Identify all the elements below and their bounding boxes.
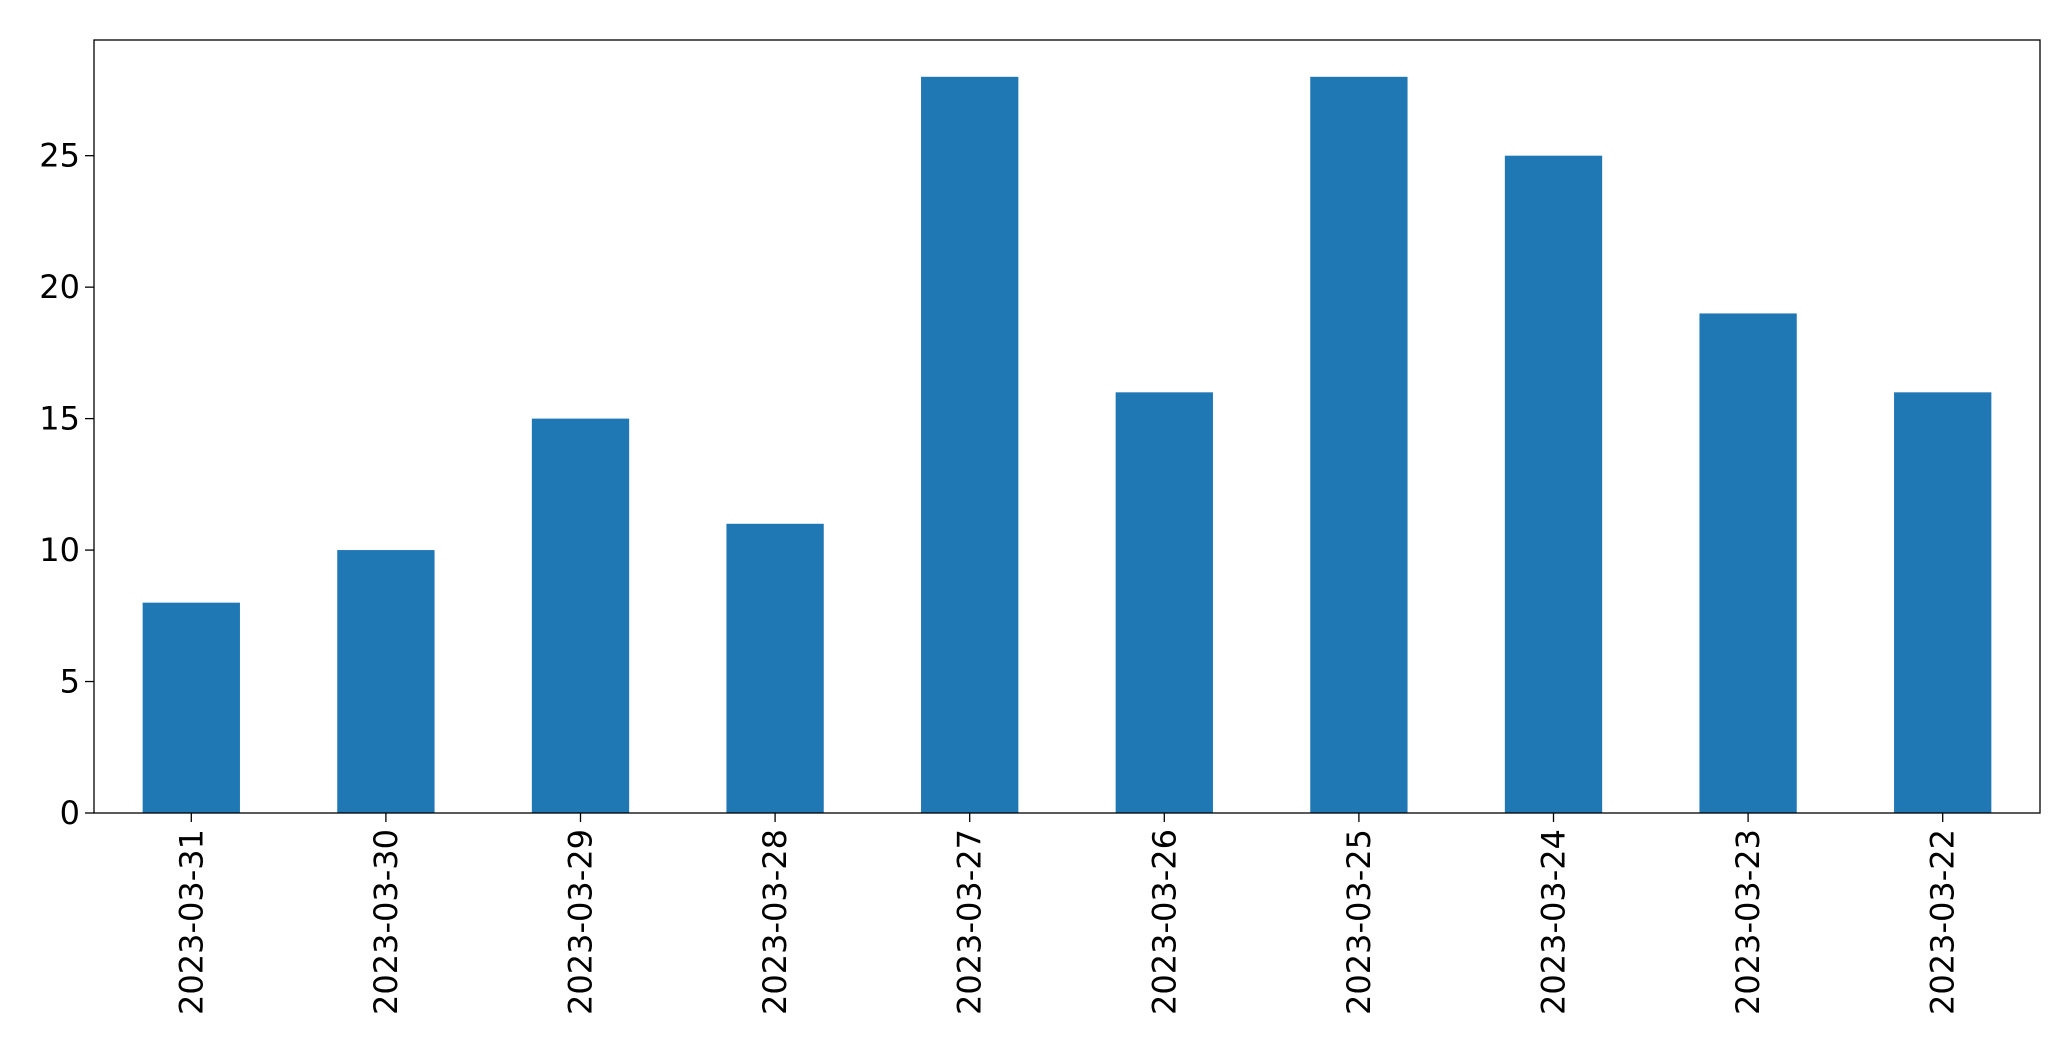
x-tick-label: 2023-03-30 — [367, 829, 405, 1015]
bar — [142, 602, 240, 813]
y-tick-label: 25 — [39, 137, 80, 175]
bar — [1504, 155, 1603, 813]
bar — [531, 418, 630, 813]
x-tick-label: 2023-03-24 — [1535, 829, 1573, 1015]
bar — [1894, 392, 1992, 813]
bar — [1310, 76, 1408, 814]
y-tick-label: 5 — [60, 663, 80, 701]
bar — [1115, 392, 1213, 813]
x-tick-label: 2023-03-26 — [1145, 829, 1183, 1015]
y-tick-label: 15 — [39, 400, 80, 438]
x-tick-label: 2023-03-23 — [1729, 829, 1767, 1015]
plot-frame — [93, 39, 2041, 814]
bar — [726, 523, 824, 813]
x-tick-label: 2023-03-29 — [562, 829, 600, 1015]
y-tick-label: 10 — [39, 531, 80, 569]
x-tick-label: 2023-03-25 — [1340, 829, 1378, 1015]
y-tick-label: 0 — [60, 794, 80, 832]
y-tick-label: 20 — [39, 268, 80, 306]
y-axis: 0 5 10 15 20 25 — [39, 137, 94, 832]
bar — [1699, 313, 1797, 813]
x-tick-label: 2023-03-27 — [951, 829, 989, 1015]
bars-group — [142, 76, 1992, 814]
x-tick-label: 2023-03-22 — [1924, 829, 1962, 1015]
bar — [921, 76, 1019, 814]
x-axis: 2023-03-31 2023-03-30 2023-03-29 2023-03-28… — [172, 813, 1962, 1015]
bar — [337, 550, 435, 813]
x-tick-label: 2023-03-31 — [172, 829, 210, 1015]
x-tick-label: 2023-03-28 — [756, 829, 794, 1015]
